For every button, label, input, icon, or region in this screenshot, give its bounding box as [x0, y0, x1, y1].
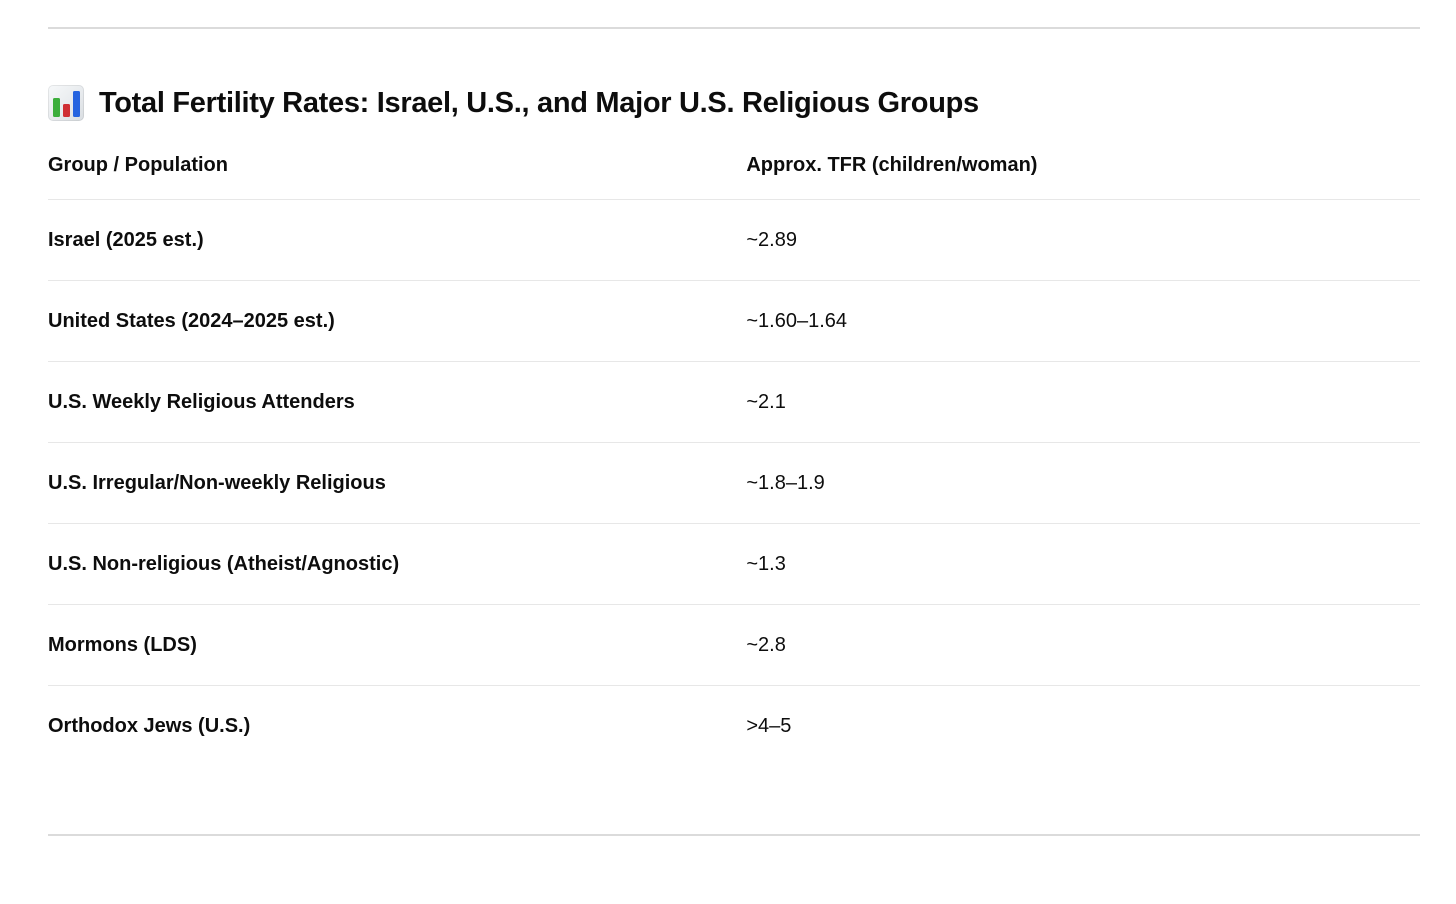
table-row: United States (2024–2025 est.) ~1.60–1.6…	[48, 280, 1420, 362]
group-cell: U.S. Irregular/Non-weekly Religious	[48, 442, 747, 524]
column-header-group: Group / Population	[48, 129, 747, 200]
table-row: Orthodox Jews (U.S.) >4–5	[48, 686, 1420, 767]
top-divider	[48, 27, 1420, 29]
fertility-rates-table: Group / Population Approx. TFR (children…	[48, 129, 1420, 766]
group-cell: Orthodox Jews (U.S.)	[48, 715, 251, 737]
bar-chart-icon-green-bar	[53, 98, 60, 117]
group-cell: Israel (2025 est.)	[48, 199, 747, 281]
column-header-tfr: Approx. TFR (children/woman)	[746, 129, 1420, 200]
page-title-text: Total Fertility Rates: Israel, U.S., and…	[99, 86, 979, 119]
group-cell: U.S. Non-religious (Atheist/Agnostic)	[48, 523, 747, 605]
tfr-cell: ~2.8	[746, 604, 1420, 686]
group-cell: U.S. Weekly Religious Attenders	[48, 361, 747, 443]
table-row: U.S. Non-religious (Atheist/Agnostic) ~1…	[48, 523, 1420, 605]
bar-chart-icon-blue-bar	[73, 91, 80, 117]
table-row: Israel (2025 est.) ~2.89	[48, 199, 1420, 281]
tfr-cell: >4–5	[746, 715, 792, 737]
tfr-cell: ~1.3	[746, 523, 1420, 605]
page-title: Total Fertility Rates: Israel, U.S., and…	[48, 85, 1420, 121]
bottom-divider	[48, 834, 1420, 836]
table-row: U.S. Irregular/Non-weekly Religious ~1.8…	[48, 442, 1420, 524]
tfr-cell: ~1.8–1.9	[746, 442, 1420, 524]
tfr-cell: ~2.89	[746, 199, 1420, 281]
table-row: U.S. Weekly Religious Attenders ~2.1	[48, 361, 1420, 443]
tfr-cell: ~2.1	[746, 361, 1420, 443]
table-header-row: Group / Population Approx. TFR (children…	[48, 129, 1420, 200]
group-cell: United States (2024–2025 est.)	[48, 280, 747, 362]
group-cell: Mormons (LDS)	[48, 604, 747, 686]
tfr-cell: ~1.60–1.64	[746, 280, 1420, 362]
bar-chart-icon-red-bar	[63, 104, 70, 117]
bar-chart-icon	[48, 85, 84, 121]
document-area: Total Fertility Rates: Israel, U.S., and…	[0, 27, 1456, 836]
table-row: Mormons (LDS) ~2.8	[48, 604, 1420, 686]
